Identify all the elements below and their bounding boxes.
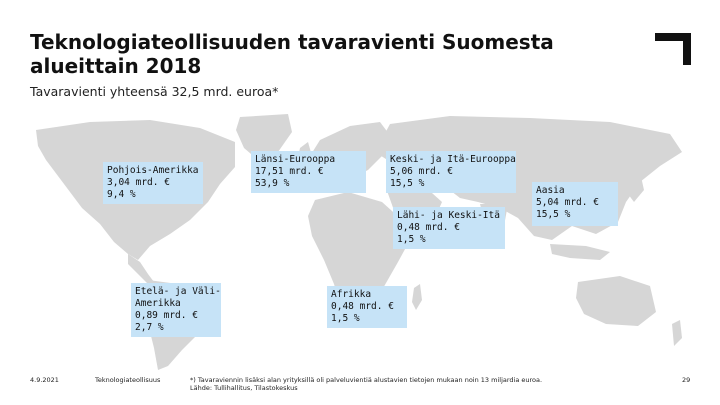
- region-share: 9,4 %: [107, 189, 136, 200]
- label-north-america: Pohjois-Amerikka 3,04 mrd. € 9,4 %: [103, 162, 203, 204]
- region-share: 1,5 %: [331, 313, 360, 324]
- footer-note-line1: *) Tavaraviennin lisäksi alan yrityksill…: [190, 376, 543, 384]
- slide-subtitle: Tavaravienti yhteensä 32,5 mrd. euroa*: [30, 84, 279, 99]
- label-asia: Aasia 5,04 mrd. € 15,5 %: [532, 182, 618, 226]
- region-value: 3,04 mrd. €: [107, 177, 170, 188]
- madagascar-shape: [412, 284, 422, 310]
- region-name-line1: Etelä- ja Väli-: [135, 286, 221, 297]
- region-share: 1,5 %: [397, 234, 426, 245]
- region-name-line2: Amerikka: [135, 298, 181, 309]
- region-share: 53,9 %: [255, 178, 290, 189]
- footer-organization: Teknologiateollisuus: [95, 376, 161, 384]
- region-value: 17,51 mrd. €: [255, 166, 324, 177]
- region-name: Aasia: [536, 185, 565, 196]
- region-share: 15,5 %: [536, 209, 571, 220]
- label-western-europe: Länsi-Eurooppa 17,51 mrd. € 53,9 %: [251, 151, 366, 193]
- label-middle-east: Lähi- ja Keski-Itä 0,48 mrd. € 1,5 %: [393, 207, 505, 249]
- label-central-eastern-europe: Keski- ja Itä-Eurooppa 5,06 mrd. € 15,5 …: [386, 151, 516, 193]
- central-america-shape: [128, 254, 154, 284]
- page-number: 29: [682, 376, 691, 384]
- region-value: 0,48 mrd. €: [397, 222, 460, 233]
- region-value: 5,06 mrd. €: [390, 166, 453, 177]
- region-name: Länsi-Eurooppa: [255, 154, 336, 165]
- southeast-asia-shape: [550, 244, 610, 260]
- region-name: Lähi- ja Keski-Itä: [397, 210, 500, 221]
- australia-shape: [576, 276, 656, 326]
- region-share: 2,7 %: [135, 322, 164, 333]
- slide-title: Teknologiateollisuuden tavaravienti Suom…: [30, 30, 554, 78]
- label-africa: Afrikka 0,48 mrd. € 1,5 %: [327, 286, 407, 328]
- footer-note-line2: Lähde: Tullihallitus, Tilastokeskus: [190, 384, 298, 392]
- footer-date: 4.9.2021: [30, 376, 59, 384]
- region-share: 15,5 %: [390, 178, 425, 189]
- label-latin-america: Etelä- ja Väli- Amerikka 0,89 mrd. € 2,7…: [131, 283, 221, 337]
- new-zealand-shape: [672, 320, 682, 346]
- region-value: 0,89 mrd. €: [135, 310, 198, 321]
- greenland-shape: [236, 114, 292, 160]
- corner-bracket-logo-icon: [655, 33, 691, 65]
- japan-shape: [628, 172, 644, 202]
- region-name: Keski- ja Itä-Eurooppa: [390, 154, 516, 165]
- africa-shape: [308, 192, 410, 326]
- footer-note: *) Tavaraviennin lisäksi alan yrityksill…: [190, 376, 610, 392]
- region-value: 0,48 mrd. €: [331, 301, 394, 312]
- region-value: 5,04 mrd. €: [536, 197, 599, 208]
- region-name: Pohjois-Amerikka: [107, 165, 199, 176]
- region-name: Afrikka: [331, 289, 372, 300]
